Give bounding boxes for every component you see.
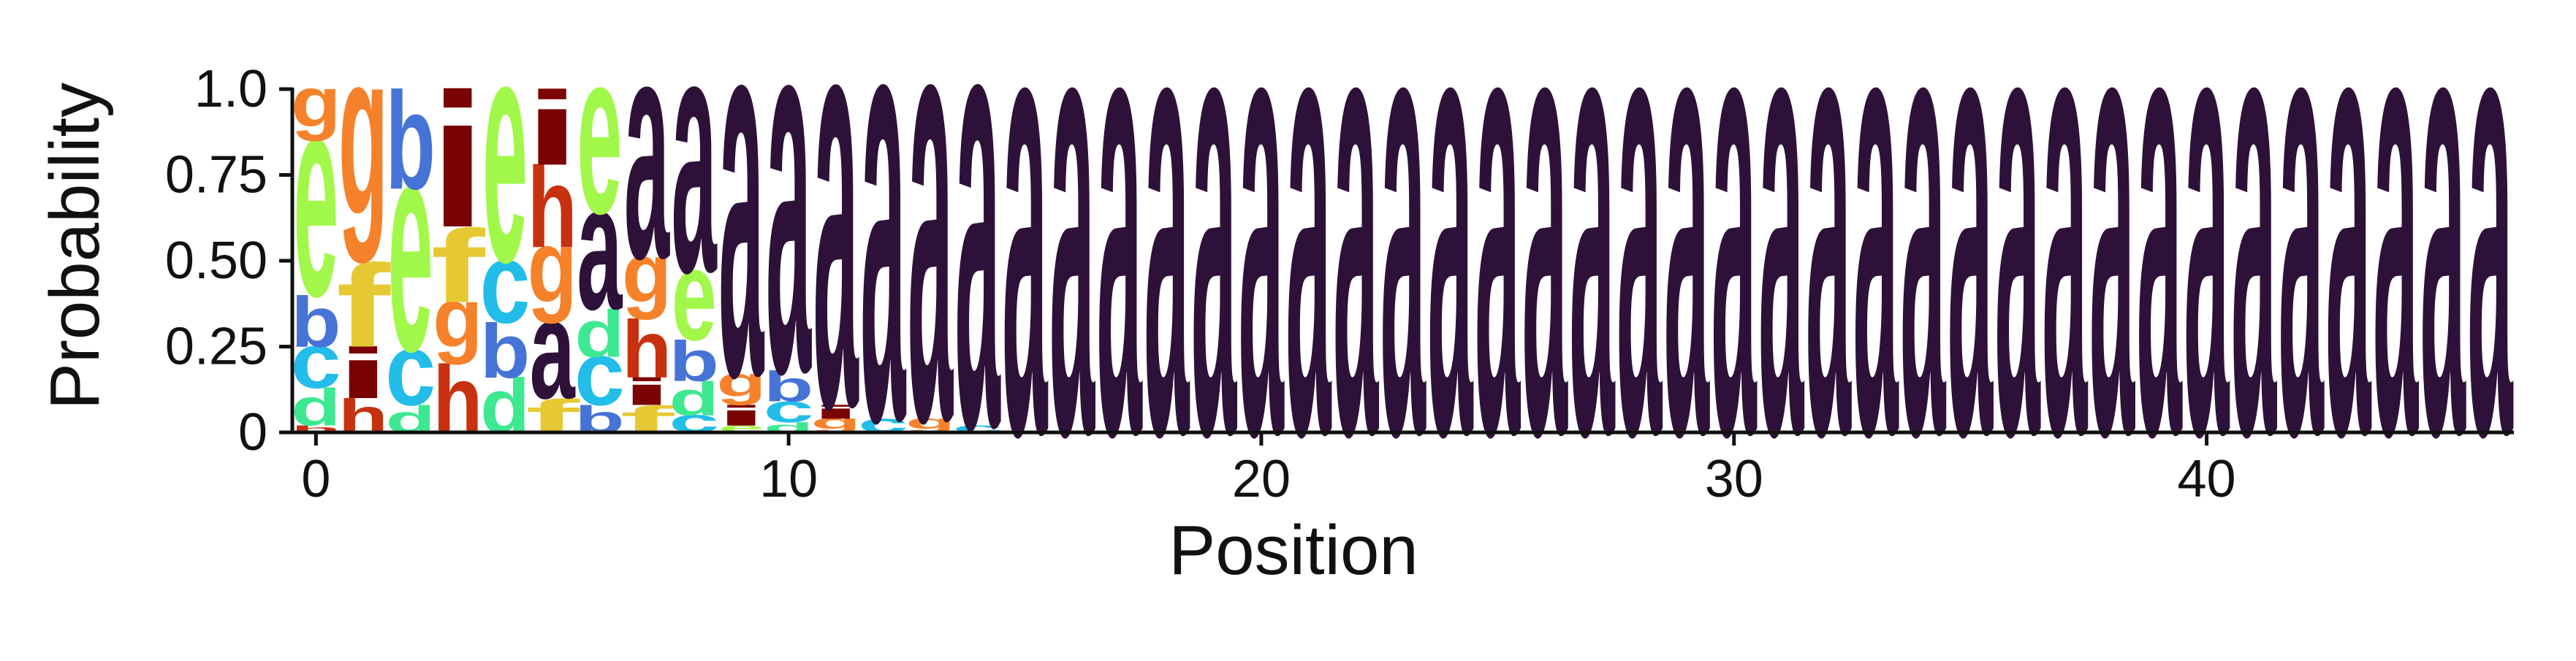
logo-letter-c: c bbox=[574, 324, 625, 424]
logo-letter-a: a bbox=[2420, 0, 2466, 569]
logo-letter-a: a bbox=[1428, 0, 1474, 569]
logo-letter-a: a bbox=[2373, 0, 2419, 569]
x-ticks: 0 10 20 30 40 bbox=[301, 432, 2236, 508]
logo-letter-a: a bbox=[1711, 0, 1758, 569]
logo-letter-i: i bbox=[335, 334, 392, 413]
logo-letter-b: b bbox=[386, 64, 436, 218]
logo-letter-i: i bbox=[524, 70, 581, 187]
y-axis-title: Probability bbox=[36, 83, 114, 410]
logo-letter-a: a bbox=[1380, 0, 1426, 569]
logo-letter-b: b bbox=[669, 330, 719, 394]
logo-letter-a: a bbox=[2089, 0, 2135, 569]
logo-letter-a: a bbox=[2279, 0, 2325, 569]
logo-letter-c: c bbox=[480, 218, 531, 348]
logo-letter-a: a bbox=[2137, 0, 2183, 569]
logo-letter-a: a bbox=[1144, 0, 1190, 569]
logo-letter-c: c bbox=[291, 317, 341, 405]
logo-letter-e: e bbox=[577, 2, 622, 262]
logo-letter-a: a bbox=[1853, 0, 1899, 569]
y-tick-label: 0.25 bbox=[165, 318, 267, 376]
y-tick-label: 1.0 bbox=[194, 60, 267, 118]
logo-letter-a: a bbox=[860, 0, 906, 551]
logo-letter-a: a bbox=[1900, 0, 1946, 569]
logo-letter-a: a bbox=[1664, 0, 1710, 569]
logo-letter-a: a bbox=[1995, 0, 2041, 569]
logo-letter-g: g bbox=[622, 226, 672, 321]
logo-letter-i: i bbox=[618, 370, 675, 413]
logo-letter-a: a bbox=[1002, 0, 1048, 569]
logo-letter-a: a bbox=[2468, 0, 2514, 569]
logo-letter-g: g bbox=[291, 63, 341, 142]
logo-letter-a: a bbox=[1570, 0, 1616, 569]
logo-letter-a: a bbox=[1806, 0, 1852, 569]
logo-letter-h: h bbox=[433, 346, 482, 453]
logo-letter-c: c bbox=[764, 388, 814, 431]
y-ticks: 0 0.25 0.50 0.75 1.0 bbox=[165, 60, 292, 462]
logo-letter-g: g bbox=[905, 412, 955, 433]
x-tick-label: 0 bbox=[301, 450, 330, 508]
logo-letter-a: a bbox=[530, 269, 576, 428]
logo-letter-a: a bbox=[1616, 0, 1663, 569]
logo-letter-e: e bbox=[482, 0, 528, 330]
logo-letter-a: a bbox=[908, 0, 954, 551]
logo-letter-a: a bbox=[1948, 0, 1994, 569]
logo-letter-a: a bbox=[1475, 0, 1521, 569]
x-tick-label: 10 bbox=[759, 450, 818, 508]
logo-letter-h: h bbox=[528, 144, 577, 272]
logo-letter-i: i bbox=[808, 402, 865, 423]
y-tick-label: 0.50 bbox=[165, 232, 267, 290]
logo-letter-d: d bbox=[480, 363, 530, 448]
x-tick-label: 20 bbox=[1232, 450, 1291, 508]
x-tick-label: 40 bbox=[2178, 450, 2236, 508]
logo-letter-d: d bbox=[669, 372, 719, 426]
logo-letter-a: a bbox=[1097, 0, 1143, 569]
logo-letter-a: a bbox=[813, 0, 859, 532]
logo-letter-a: a bbox=[2326, 0, 2372, 569]
logo-letter-a: a bbox=[2231, 0, 2277, 569]
logo-letter-h: h bbox=[622, 304, 672, 395]
logo-letter-a: a bbox=[672, 0, 718, 345]
logo-letters: hdcbeghifgdcebhgfidbcefaghibcdaefihgacdb… bbox=[291, 0, 2514, 569]
logo-letter-c: c bbox=[385, 312, 436, 428]
logo-letter-a: a bbox=[624, 0, 670, 325]
logo-letter-f: f bbox=[336, 241, 392, 372]
logo-letter-d: d bbox=[574, 297, 624, 371]
logo-letter-a: a bbox=[2184, 0, 2230, 569]
logo-letter-a: a bbox=[718, 0, 764, 489]
logo-letter-a: a bbox=[955, 0, 1001, 561]
x-tick-label: 30 bbox=[1705, 450, 1763, 508]
logo-letter-a: a bbox=[577, 145, 623, 347]
logo-letter-e: e bbox=[672, 223, 717, 367]
logo-letter-i: i bbox=[430, 55, 487, 267]
logo-letter-a: a bbox=[1286, 0, 1332, 569]
logo-letter-g: g bbox=[528, 210, 577, 325]
x-axis-title: Position bbox=[1169, 511, 1418, 589]
logo-letter-g: g bbox=[433, 271, 482, 365]
y-tick-label: 0.75 bbox=[165, 146, 267, 205]
logo-letter-a: a bbox=[1049, 0, 1095, 569]
logo-letter-f: f bbox=[430, 208, 485, 324]
logo-letter-e: e bbox=[293, 32, 338, 357]
logo-letter-e: e bbox=[388, 74, 433, 415]
logo-letter-b: b bbox=[764, 362, 813, 410]
logo-letter-a: a bbox=[1191, 0, 1237, 569]
logo-letter-b: b bbox=[480, 308, 530, 394]
logo-letter-a: a bbox=[1522, 0, 1568, 569]
logo-letter-b: b bbox=[291, 283, 341, 362]
logo-letter-d: d bbox=[291, 378, 341, 437]
logo-letter-i: i bbox=[713, 400, 770, 432]
logo-letter-g: g bbox=[716, 358, 766, 405]
logo-letter-g: g bbox=[338, 2, 388, 264]
logo-letter-a: a bbox=[1239, 0, 1285, 569]
logo-letter-a: a bbox=[1758, 0, 1804, 569]
logo-letter-g: g bbox=[811, 412, 861, 433]
logo-letter-a: a bbox=[1333, 0, 1379, 569]
y-tick-label: 0 bbox=[238, 403, 267, 462]
logo-letter-a: a bbox=[2042, 0, 2088, 569]
logo-letter-a: a bbox=[766, 0, 812, 484]
